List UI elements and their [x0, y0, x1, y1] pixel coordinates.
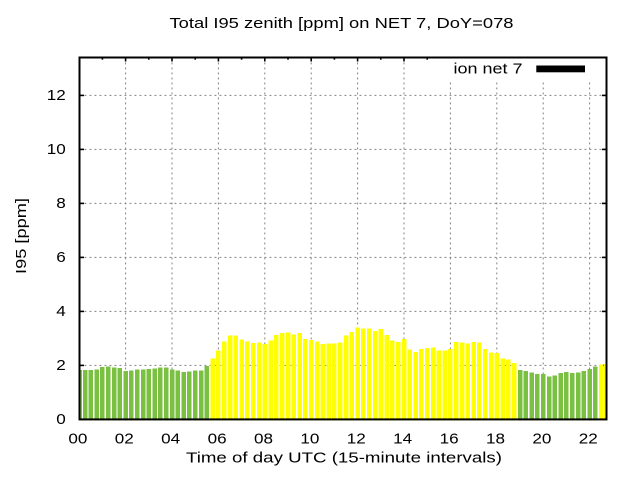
svg-text:Time of day UTC (15-minute int: Time of day UTC (15-minute intervals): [186, 450, 502, 467]
svg-text:Total I95 zenith [ppm] on NET: Total I95 zenith [ppm] on NET 7, DoY=078: [170, 15, 514, 32]
svg-text:0: 0: [56, 411, 66, 428]
svg-text:I95 [ppm]: I95 [ppm]: [13, 198, 30, 274]
svg-text:6: 6: [56, 249, 66, 266]
svg-text:4: 4: [56, 303, 66, 320]
svg-text:22: 22: [579, 430, 598, 447]
svg-text:20: 20: [532, 430, 551, 447]
svg-text:18: 18: [486, 430, 505, 447]
svg-text:04: 04: [161, 430, 180, 447]
svg-text:2: 2: [56, 357, 66, 374]
svg-text:10: 10: [300, 430, 319, 447]
svg-text:06: 06: [208, 430, 227, 447]
svg-text:8: 8: [56, 195, 66, 212]
svg-text:10: 10: [47, 141, 66, 158]
svg-text:02: 02: [115, 430, 134, 447]
svg-text:ion net 7: ion net 7: [454, 61, 523, 78]
svg-text:12: 12: [47, 87, 66, 104]
svg-text:00: 00: [68, 430, 87, 447]
svg-text:12: 12: [347, 430, 366, 447]
svg-text:16: 16: [440, 430, 459, 447]
svg-text:14: 14: [393, 430, 412, 447]
svg-text:08: 08: [254, 430, 273, 447]
